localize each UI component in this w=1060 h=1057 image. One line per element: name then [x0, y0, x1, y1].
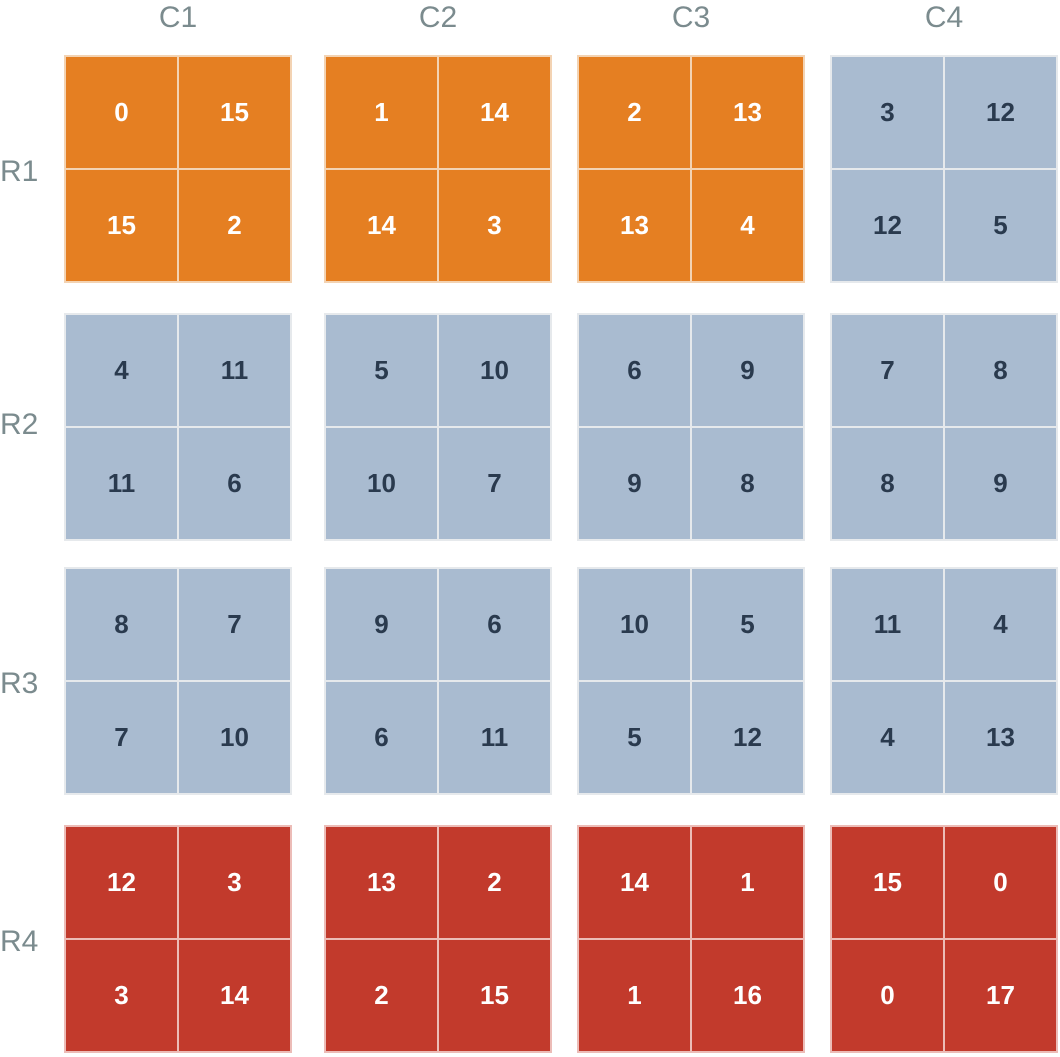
cell-value: 12	[692, 682, 803, 793]
cell-value: 4	[692, 170, 803, 281]
block-r1-c4: 3 12 12 5	[830, 55, 1058, 283]
cell-value: 15	[179, 57, 290, 168]
block-r2-c1: 4 11 11 6	[64, 313, 292, 541]
block-r4-c1: 12 3 3 14	[64, 825, 292, 1053]
block-r2-c2: 5 10 10 7	[324, 313, 552, 541]
cell-value: 10	[579, 569, 690, 680]
cell-value: 13	[945, 682, 1056, 793]
cell-value: 7	[439, 428, 550, 539]
block-r4-c3: 14 1 1 16	[577, 825, 805, 1053]
block-r4-c2: 13 2 2 15	[324, 825, 552, 1053]
cell-value: 3	[179, 827, 290, 938]
column-label-c1: C1	[158, 1, 198, 34]
cell-value: 15	[439, 940, 550, 1051]
cell-value: 8	[832, 428, 943, 539]
block-r3-c4: 11 4 4 13	[830, 567, 1058, 795]
cell-value: 4	[832, 682, 943, 793]
cell-value: 9	[579, 428, 690, 539]
cell-value: 12	[66, 827, 177, 938]
cell-value: 16	[692, 940, 803, 1051]
cell-value: 12	[832, 170, 943, 281]
cell-value: 11	[439, 682, 550, 793]
cell-value: 14	[439, 57, 550, 168]
cell-value: 5	[326, 315, 437, 426]
row-label-r2: R2	[0, 408, 39, 441]
cell-value: 1	[692, 827, 803, 938]
column-label-c2: C2	[418, 1, 458, 34]
row-label-r1: R1	[0, 155, 39, 188]
block-r3-c3: 10 5 5 12	[577, 567, 805, 795]
cell-value: 17	[945, 940, 1056, 1051]
block-r4-c4: 15 0 0 17	[830, 825, 1058, 1053]
cell-value: 11	[66, 428, 177, 539]
block-r3-c2: 9 6 6 11	[324, 567, 552, 795]
cell-value: 8	[66, 569, 177, 680]
column-label-c4: C4	[924, 1, 964, 34]
row-label-r3: R3	[0, 667, 39, 700]
block-r1-c3: 2 13 13 4	[577, 55, 805, 283]
block-r3-c1: 8 7 7 10	[64, 567, 292, 795]
cell-value: 8	[945, 315, 1056, 426]
cell-value: 5	[579, 682, 690, 793]
cell-value: 1	[326, 57, 437, 168]
cell-value: 3	[439, 170, 550, 281]
cell-value: 6	[579, 315, 690, 426]
cell-value: 9	[326, 569, 437, 680]
cell-value: 7	[179, 569, 290, 680]
cell-value: 2	[439, 827, 550, 938]
cell-value: 6	[179, 428, 290, 539]
cell-value: 14	[179, 940, 290, 1051]
cell-value: 15	[66, 170, 177, 281]
cell-value: 9	[945, 428, 1056, 539]
row-label-r4: R4	[0, 925, 39, 958]
cell-value: 0	[945, 827, 1056, 938]
cell-value: 10	[179, 682, 290, 793]
cell-value: 2	[179, 170, 290, 281]
cell-value: 10	[439, 315, 550, 426]
cell-value: 5	[945, 170, 1056, 281]
column-label-c3: C3	[671, 1, 711, 34]
cell-value: 8	[692, 428, 803, 539]
cell-value: 5	[692, 569, 803, 680]
cell-value: 7	[66, 682, 177, 793]
cell-value: 14	[326, 170, 437, 281]
cell-value: 15	[832, 827, 943, 938]
block-r1-c2: 1 14 14 3	[324, 55, 552, 283]
cell-value: 4	[66, 315, 177, 426]
cell-value: 3	[66, 940, 177, 1051]
cell-value: 9	[692, 315, 803, 426]
cell-value: 0	[832, 940, 943, 1051]
cell-value: 11	[179, 315, 290, 426]
cell-value: 13	[326, 827, 437, 938]
cell-value: 11	[832, 569, 943, 680]
cell-value: 0	[66, 57, 177, 168]
cell-value: 6	[326, 682, 437, 793]
cell-value: 4	[945, 569, 1056, 680]
cell-value: 1	[579, 940, 690, 1051]
cell-value: 2	[326, 940, 437, 1051]
cell-value: 12	[945, 57, 1056, 168]
cell-value: 14	[579, 827, 690, 938]
cell-value: 2	[579, 57, 690, 168]
cell-value: 7	[832, 315, 943, 426]
cell-value: 6	[439, 569, 550, 680]
cell-value: 13	[579, 170, 690, 281]
cell-value: 13	[692, 57, 803, 168]
cell-value: 3	[832, 57, 943, 168]
block-r1-c1: 0 15 15 2	[64, 55, 292, 283]
cell-value: 10	[326, 428, 437, 539]
